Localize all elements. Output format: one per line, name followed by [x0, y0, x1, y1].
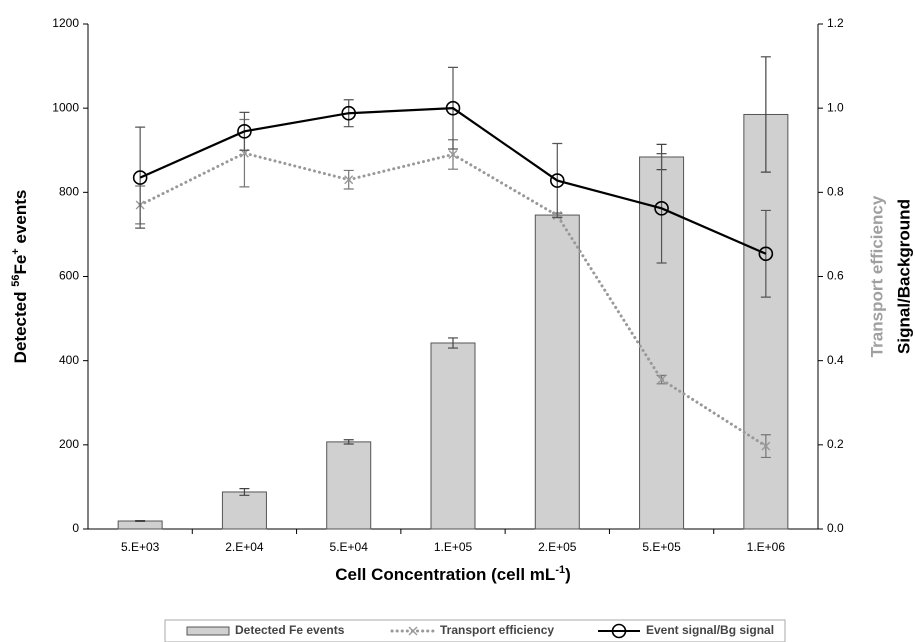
bar	[117, 520, 163, 530]
y2-axis-title: Transport efficiency	[867, 195, 886, 357]
x-axis-title: Cell Concentration (cell mL-1)	[335, 564, 571, 585]
y2-tick-label: 0.8	[827, 185, 844, 199]
x-axis-title-part: Cell Concentration (cell mL	[335, 565, 555, 584]
marker	[341, 105, 357, 121]
y-axis-title-part: events	[11, 190, 30, 249]
bar	[221, 491, 267, 530]
y-axis-title-part: +	[10, 248, 22, 254]
marker	[132, 170, 148, 185]
x-tick-label: 5.E+04	[330, 540, 369, 554]
marker	[761, 441, 771, 451]
bar	[430, 342, 476, 530]
y-tick-label: 800	[59, 185, 79, 199]
bar	[743, 113, 789, 530]
y-axis-title-part: 56	[10, 275, 22, 287]
error-bar	[239, 488, 250, 496]
y2-tick-label: 0.6	[827, 269, 844, 283]
marker	[758, 246, 774, 262]
y-tick-label: 400	[59, 353, 79, 367]
legend-marker	[408, 626, 418, 636]
y-tick-label: 200	[59, 437, 79, 451]
legend-box	[164, 619, 786, 642]
error-bar	[343, 439, 354, 445]
x-tick-label: 5.E+03	[121, 540, 160, 554]
marker	[549, 173, 565, 188]
y2-tick-label: 0.4	[827, 353, 844, 367]
marker	[237, 124, 252, 139]
y-tick-label: 1000	[52, 100, 79, 114]
y2-tick-label: 1.0	[827, 100, 844, 114]
y-axis-title-part: Fe	[11, 255, 30, 275]
legend-marker	[611, 623, 627, 639]
error-bar	[135, 519, 146, 523]
legend-swatch	[186, 626, 230, 636]
y-tick-label: 600	[59, 269, 79, 283]
y-axis-title: Detected 56Fe+ events	[10, 190, 31, 364]
x-tick-label: 1.E+05	[434, 540, 473, 554]
legend-label: Event signal/Bg signal	[646, 623, 774, 637]
y-axis-title-part: Detected	[11, 287, 30, 364]
series-line	[139, 107, 767, 255]
x-axis-title-part: )	[565, 565, 571, 584]
error-bar	[448, 337, 458, 349]
x-axis-title-part: -1	[555, 564, 565, 576]
marker	[448, 149, 458, 159]
y2-tick-label: 0.0	[827, 521, 844, 535]
y-tick-label: 1200	[52, 16, 79, 30]
marker	[445, 100, 461, 116]
bar	[534, 214, 580, 530]
marker	[344, 175, 354, 185]
y2-tick-label: 1.2	[827, 16, 844, 30]
marker	[657, 375, 667, 385]
bar	[326, 441, 372, 530]
marker	[654, 201, 669, 216]
x-tick-label: 2.E+04	[225, 540, 264, 554]
legend-label: Transport efficiency	[440, 623, 554, 637]
x-tick-label: 2.E+05	[538, 540, 577, 554]
legend-label: Detected Fe events	[235, 623, 345, 637]
y-tick-label: 0	[72, 521, 79, 535]
y2-tick-label: 0.2	[827, 437, 844, 451]
x-tick-label: 1.E+06	[747, 540, 786, 554]
x-tick-label: 5.E+05	[642, 540, 681, 554]
y2-axis-title: Signal/Background	[894, 199, 913, 354]
error-bar	[760, 56, 771, 173]
